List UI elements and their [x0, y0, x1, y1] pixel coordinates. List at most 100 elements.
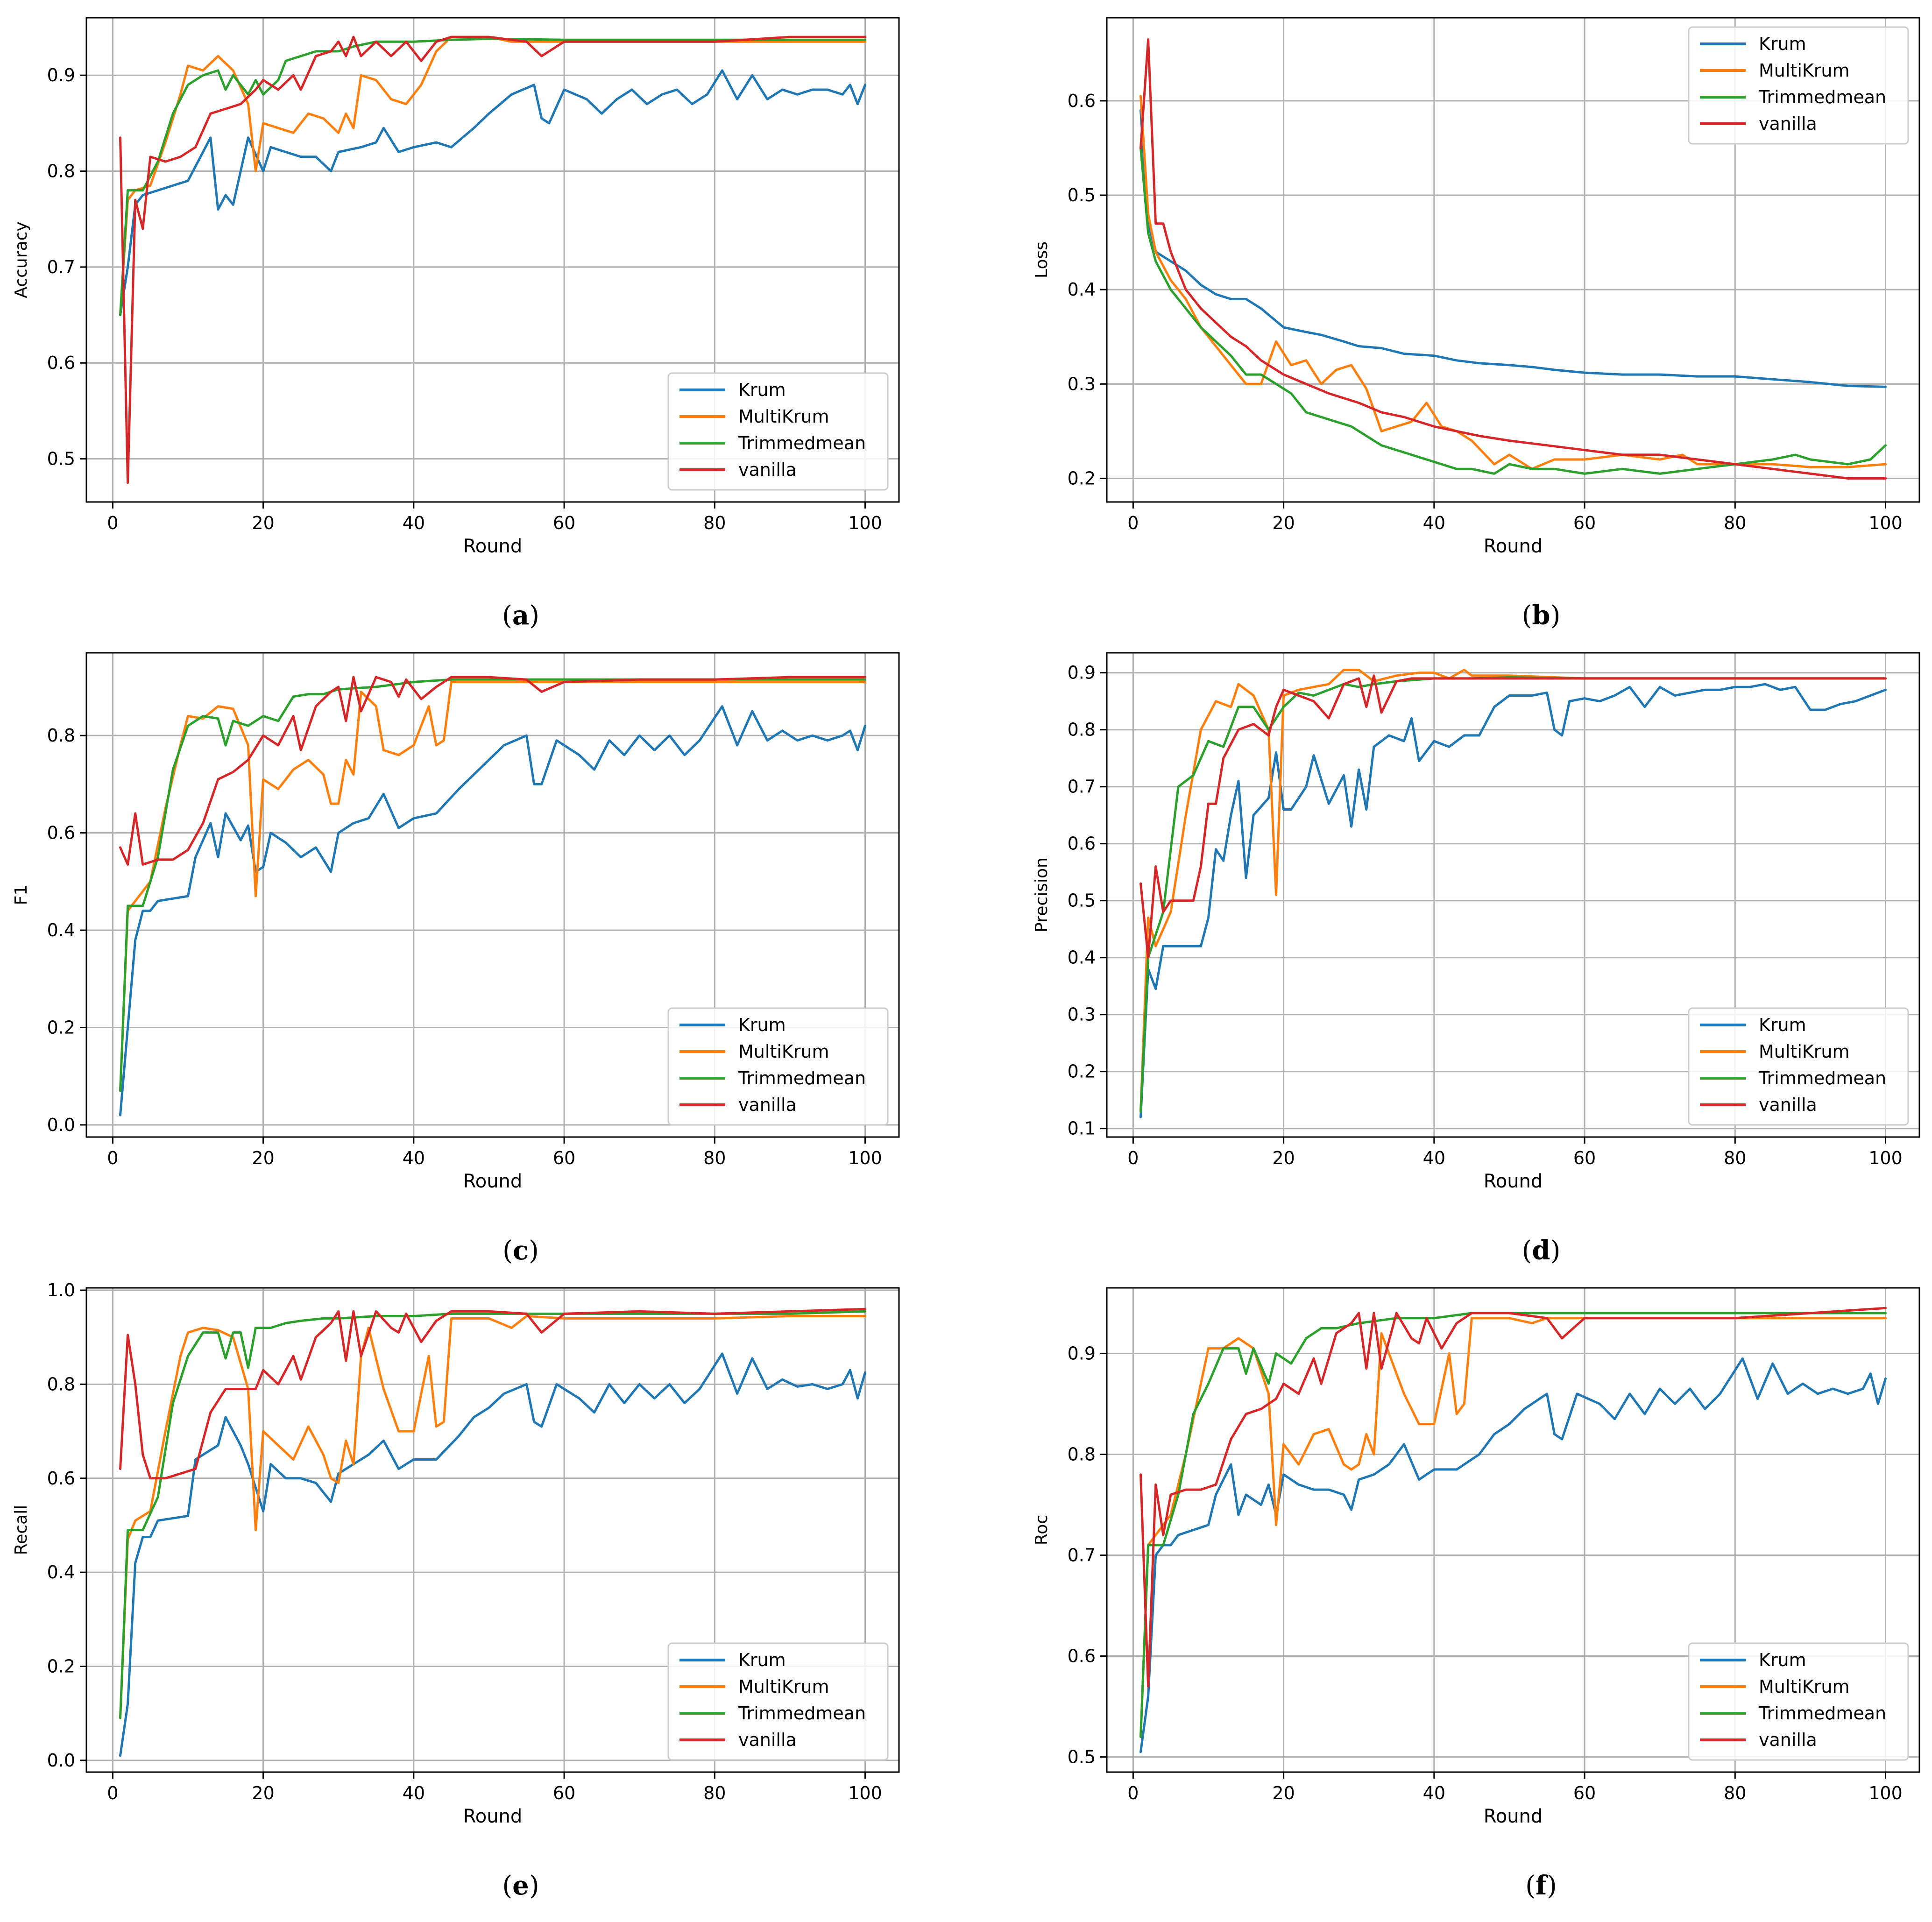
legend-label-vanilla: vanilla — [738, 1730, 797, 1750]
x-tick-label: 40 — [403, 1783, 425, 1803]
x-axis-label: Round — [1484, 536, 1543, 557]
y-tick-label: 0.0 — [47, 1115, 75, 1135]
x-tick-label: 100 — [848, 1783, 882, 1803]
y-tick-label: 0.8 — [1068, 720, 1096, 740]
series-line-multikrum — [1139, 669, 1887, 1113]
x-tick-label: 0 — [1127, 513, 1139, 533]
panel-caption: (c) — [502, 1235, 539, 1266]
x-tick-label: 100 — [848, 1148, 882, 1168]
series-line-vanilla — [119, 35, 866, 484]
y-tick-label: 0.8 — [47, 1374, 75, 1394]
y-axis-label: Roc — [1032, 1515, 1051, 1545]
legend-label-krum: Krum — [738, 1015, 786, 1035]
legend-box — [667, 1642, 889, 1761]
axes-frame — [85, 652, 900, 1138]
series-line-krum — [119, 1352, 866, 1757]
series-line-multikrum — [1139, 1317, 1887, 1738]
caption-close-paren: ) — [529, 1871, 539, 1901]
caption-close-paren: ) — [1550, 1236, 1561, 1266]
series-line-krum — [119, 69, 866, 317]
x-tick-label: 80 — [703, 1148, 726, 1168]
y-tick-label: 0.9 — [1068, 663, 1096, 683]
x-tick-label: 60 — [1573, 1783, 1596, 1803]
axes-frame — [85, 17, 900, 503]
legend: Krum MultiKrum Trimmedmean vanilla — [667, 372, 889, 491]
y-tick-label: 0.2 — [1068, 1061, 1096, 1082]
legend: Krum MultiKrum Trimmedmean vanilla — [1688, 26, 1909, 145]
x-tick-label: 0 — [107, 1783, 118, 1803]
legend-box — [667, 1007, 889, 1126]
legend-label-krum: Krum — [1759, 1650, 1806, 1670]
y-tick-label: 0.9 — [47, 65, 75, 85]
legend-label-multikrum: MultiKrum — [1759, 1676, 1850, 1697]
x-tick-label: 100 — [848, 513, 882, 533]
axes-frame — [85, 1287, 900, 1773]
legend: Krum MultiKrum Trimmedmean vanilla — [667, 1642, 889, 1761]
legend: Krum MultiKrum Trimmedmean vanilla — [1688, 1642, 1909, 1761]
legend-label-krum: Krum — [1759, 1015, 1806, 1035]
y-tick-label: 0.8 — [1068, 1444, 1096, 1464]
y-tick-label: 0.4 — [47, 920, 75, 940]
series-line-trimmedmean — [119, 678, 866, 1092]
y-axis-label: Accuracy — [12, 221, 31, 298]
y-tick-label: 0.0 — [47, 1750, 75, 1771]
series-line-vanilla — [1139, 674, 1887, 959]
series-line-krum — [1139, 109, 1887, 388]
y-tick-label: 0.6 — [1068, 1646, 1096, 1667]
y-tick-label: 1.0 — [47, 1280, 75, 1300]
y-tick-label: 0.2 — [47, 1656, 75, 1676]
panel-caption: (b) — [1522, 600, 1561, 631]
x-tick-label: 60 — [553, 1148, 575, 1168]
caption-close-paren: ) — [529, 1236, 539, 1266]
x-tick-label: 40 — [1423, 1148, 1445, 1168]
legend: Krum MultiKrum Trimmedmean vanilla — [667, 1007, 889, 1126]
legend-label-trimmedmean: Trimmedmean — [1758, 1703, 1886, 1724]
x-axis-label: Round — [1484, 1806, 1543, 1827]
caption-letter: d — [1532, 1235, 1550, 1266]
caption-close-paren: ) — [1550, 601, 1561, 631]
x-tick-label: 80 — [1724, 1148, 1746, 1168]
caption-open-paren: ( — [1522, 1236, 1532, 1266]
series-line-trimmedmean — [1139, 1312, 1887, 1738]
y-tick-label: 0.5 — [1068, 185, 1096, 205]
legend-label-vanilla: vanilla — [1759, 1730, 1817, 1750]
caption-open-paren: ( — [502, 1236, 513, 1266]
x-tick-label: 100 — [1868, 513, 1903, 533]
chart-panel-a: 0 20 40 60 80 100 0.5 0.6 0.7 0.8 0.9 Round Accuracy… — [12, 17, 900, 631]
legend-box — [1688, 26, 1909, 145]
x-tick-label: 60 — [1573, 1148, 1596, 1168]
y-tick-label: 0.5 — [47, 449, 75, 469]
caption-open-paren: ( — [502, 1871, 512, 1901]
y-tick-label: 0.8 — [47, 725, 75, 746]
series-line-vanilla — [119, 676, 866, 866]
series-line-vanilla — [1139, 38, 1887, 480]
legend-label-multikrum: MultiKrum — [1759, 60, 1850, 81]
y-tick-label: 0.7 — [1068, 777, 1096, 797]
caption-letter: e — [512, 1870, 529, 1901]
legend-label-trimmedmean: Trimmedmean — [1758, 1068, 1886, 1088]
legend-box — [667, 372, 889, 491]
y-tick-label: 0.5 — [1068, 890, 1096, 911]
legend-label-multikrum: MultiKrum — [738, 406, 829, 427]
legend-label-multikrum: MultiKrum — [738, 1041, 829, 1062]
legend-label-krum: Krum — [1759, 34, 1806, 54]
y-tick-label: 0.2 — [1068, 468, 1096, 488]
y-tick-label: 0.2 — [47, 1018, 75, 1038]
x-tick-label: 40 — [403, 1148, 425, 1168]
legend-label-vanilla: vanilla — [738, 459, 797, 480]
x-tick-label: 0 — [1127, 1148, 1139, 1168]
x-tick-label: 100 — [1868, 1148, 1903, 1168]
x-tick-label: 20 — [252, 1783, 274, 1803]
chart-panel-b: 0 20 40 60 80 100 0.2 0.3 0.4 0.5 0.6 Round Loss Krum… — [1032, 17, 1920, 631]
legend: Krum MultiKrum Trimmedmean vanilla — [1688, 1007, 1909, 1126]
series-line-krum — [119, 705, 866, 1116]
caption-close-paren: ) — [529, 601, 539, 631]
axes-frame — [1106, 17, 1920, 503]
caption-letter: b — [1532, 600, 1550, 631]
y-axis-label: Precision — [1032, 857, 1051, 933]
x-tick-label: 80 — [703, 513, 726, 533]
caption-close-paren: ) — [1547, 1871, 1557, 1901]
y-tick-label: 0.6 — [47, 823, 75, 843]
series-line-vanilla — [1139, 1307, 1887, 1688]
y-axis-label: Recall — [12, 1505, 31, 1555]
